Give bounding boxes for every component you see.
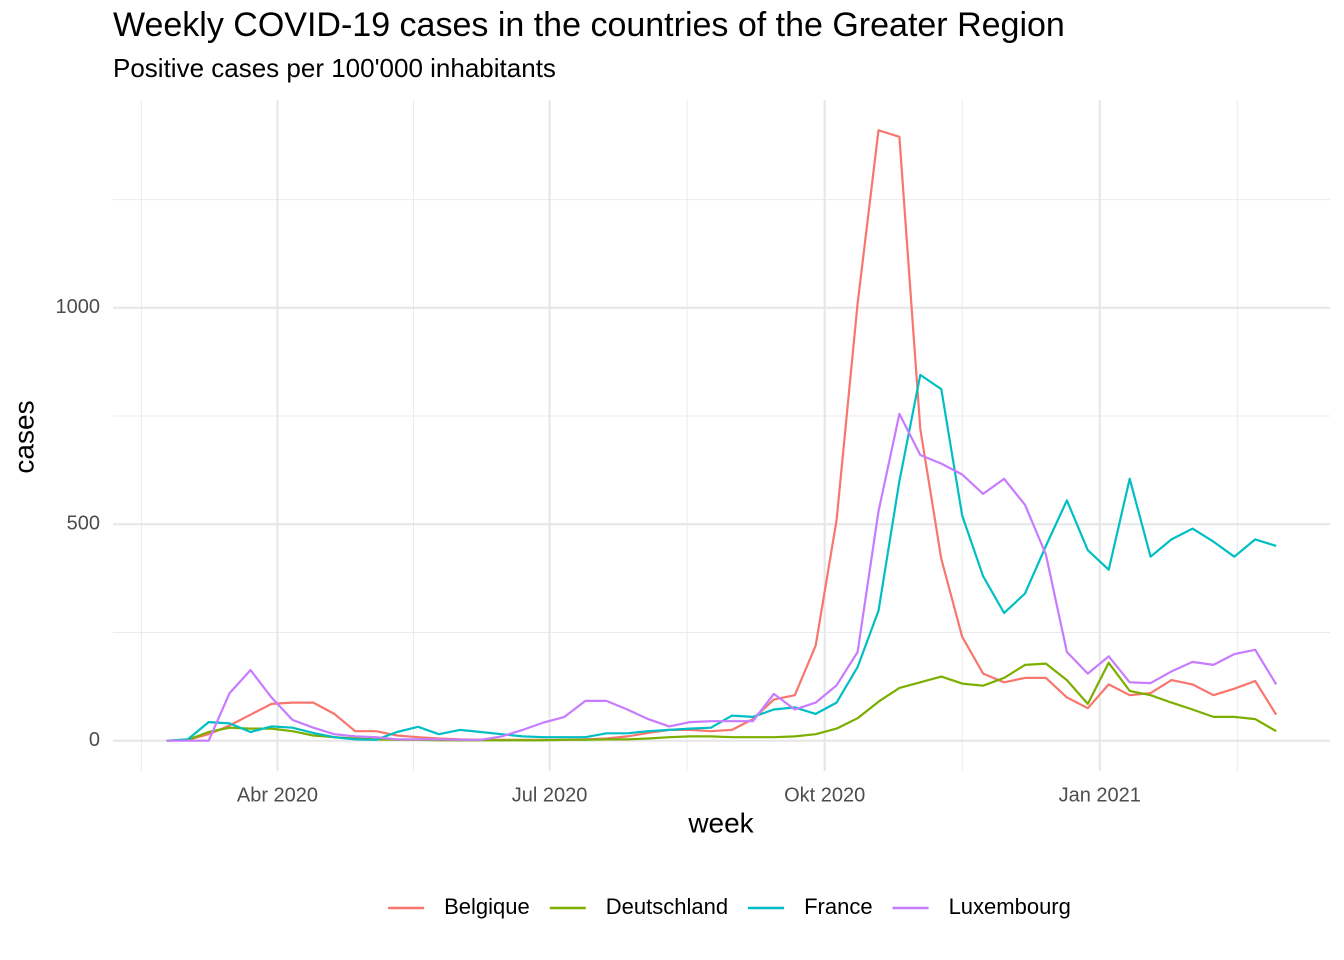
x-tick-label: Jul 2020: [512, 784, 588, 806]
plot-lines: [166, 129, 1278, 742]
legend-item: Belgique: [388, 894, 530, 919]
x-tick-label: Okt 2020: [784, 784, 865, 806]
series-line: [166, 661, 1277, 742]
legend-label: Belgique: [444, 894, 530, 919]
legend-label: Deutschland: [606, 894, 728, 919]
chart-title: Weekly COVID-19 cases in the countries o…: [113, 6, 1065, 44]
y-tick-label: 1000: [56, 296, 101, 318]
y-tick-label: 0: [89, 729, 100, 751]
series-line: [166, 129, 1278, 742]
legend-label: France: [804, 894, 872, 919]
legend-item: France: [748, 894, 873, 919]
chart-subtitle: Positive cases per 100'000 inhabitants: [113, 53, 556, 83]
x-tick-label: Jan 2021: [1059, 784, 1141, 806]
legend-item: Luxembourg: [892, 894, 1071, 919]
x-tick-label: Abr 2020: [237, 784, 318, 806]
y-axis-label: cases: [8, 400, 39, 473]
legend-label: Luxembourg: [949, 894, 1071, 919]
y-tick-label: 500: [67, 513, 100, 535]
grid: [113, 100, 1330, 771]
legend: Belgique Deutschland France Luxembourg: [388, 894, 1071, 919]
legend-item: Deutschland: [549, 894, 728, 919]
series-line: [166, 412, 1278, 742]
x-axis-label: week: [687, 807, 754, 838]
